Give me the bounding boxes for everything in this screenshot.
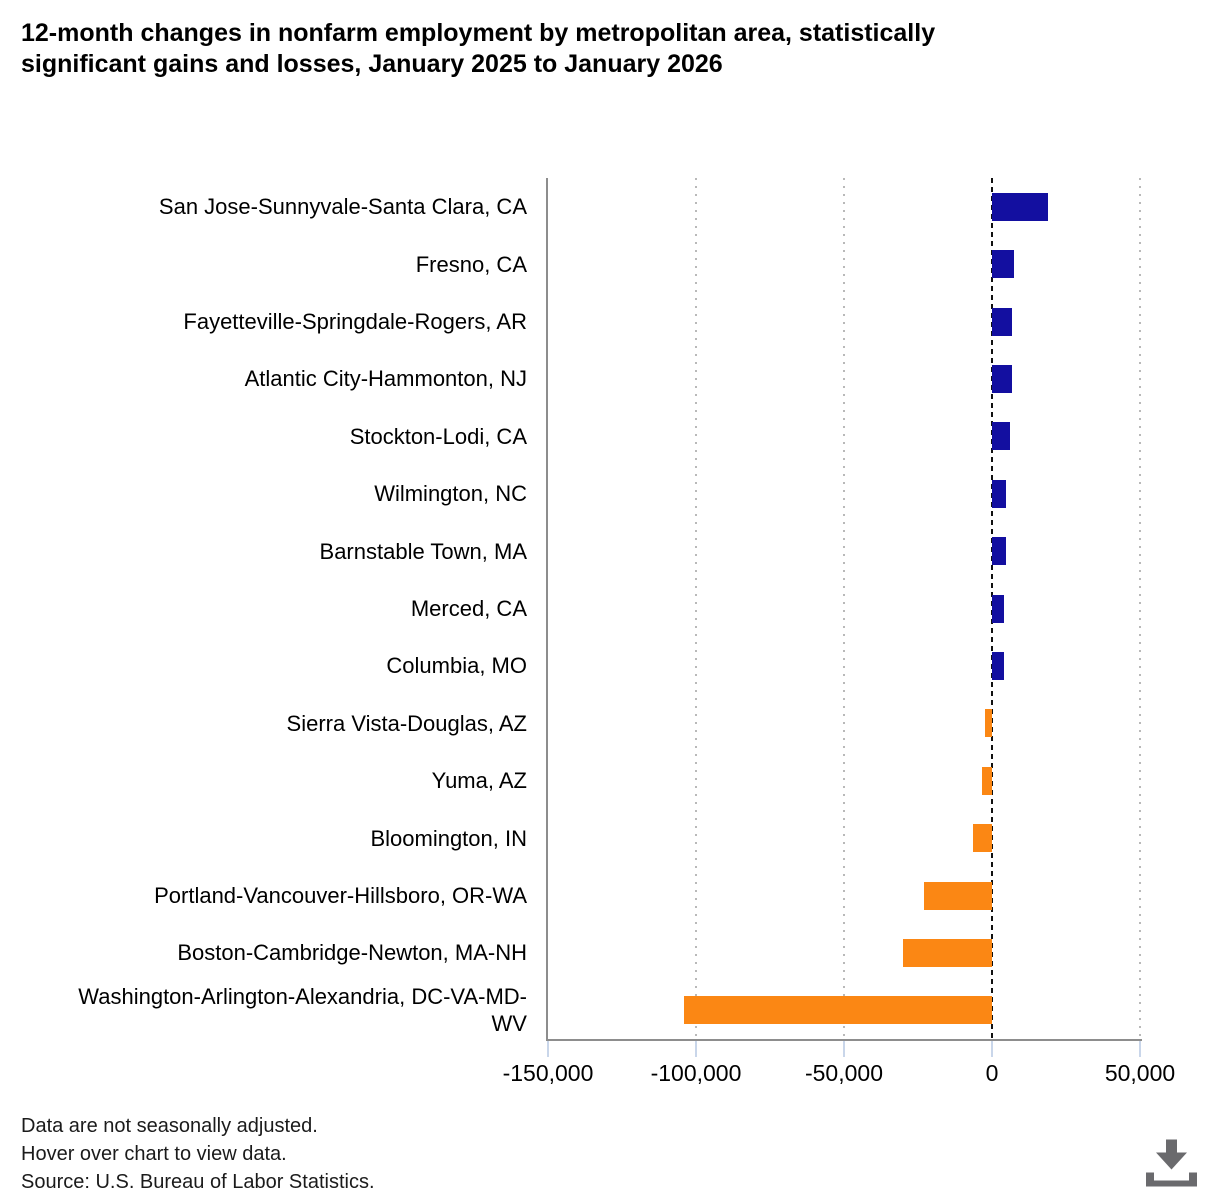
chart-title: 12-month changes in nonfarm employment b…: [21, 18, 1141, 80]
download-icon: [1146, 1139, 1197, 1187]
category-label-fayetteville-springdale-rogers-ar: Fayetteville-Springdale-Rogers, AR: [183, 308, 527, 334]
footnote-hover-hint: Hover over chart to view data.: [21, 1143, 287, 1165]
category-label-fresno-ca: Fresno, CA: [415, 251, 527, 277]
category-label-barnstable-town-ma: Barnstable Town, MA: [319, 538, 527, 564]
x-tick-0: [991, 1041, 993, 1057]
category-label-merced-ca: Merced, CA: [410, 595, 527, 621]
category-label-stockton-lodi-ca: Stockton-Lodi, CA: [349, 423, 527, 449]
category-label-atlantic-city-hammonton-nj: Atlantic City-Hammonton, NJ: [244, 366, 527, 392]
x-axis-line: [546, 1039, 1142, 1041]
category-label-portland-vancouver-hillsboro-or-wa: Portland-Vancouver-Hillsboro, OR-WA: [154, 882, 527, 908]
x-tick-label--100000: -100,000: [650, 1060, 742, 1086]
category-label-bloomington-in: Bloomington, IN: [370, 825, 527, 851]
bar-fresno-ca[interactable]: [992, 250, 1015, 279]
chart-footnotes: Data are not seasonally adjusted. Hover …: [21, 1112, 375, 1196]
category-label-yuma-az: Yuma, AZ: [431, 768, 527, 794]
bar-stockton-lodi-ca[interactable]: [992, 422, 1011, 451]
bar-barnstable-town-ma[interactable]: [992, 537, 1006, 566]
category-label-washington-arlington-alexandria-dc-va-md-wv: Washington-Arlington-Alexandria, DC-VA-M…: [78, 984, 527, 1037]
x-tick-50000: [1139, 1041, 1141, 1057]
category-label-san-jose-sunnyvale-santa-clara-ca: San Jose-Sunnyvale-Santa Clara, CA: [158, 194, 527, 220]
chart-title-line1: 12-month changes in nonfarm employment b…: [21, 19, 936, 47]
bar-yuma-az[interactable]: [981, 766, 992, 795]
bar-portland-vancouver-hillsboro-or-wa[interactable]: [923, 881, 992, 910]
bar-boston-cambridge-newton-ma-nh[interactable]: [903, 938, 992, 967]
x-tick-label--50000: -50,000: [804, 1060, 883, 1086]
bar-sierra-vista-douglas-az[interactable]: [985, 709, 992, 738]
bar-columbia-mo[interactable]: [992, 651, 1004, 680]
x-tick--50000: [843, 1041, 845, 1057]
x-tick-label-0: 0: [985, 1060, 999, 1086]
bar-chart: San Jose-Sunnyvale-Santa Clara, CA Fresno…: [78, 178, 1175, 1101]
x-tick--100000: [695, 1041, 697, 1057]
category-label-sierra-vista-douglas-az: Sierra Vista-Douglas, AZ: [286, 710, 527, 736]
plot-area[interactable]: [548, 178, 1141, 1039]
category-label-columbia-mo: Columbia, MO: [386, 653, 527, 679]
x-tick-label--150000: -150,000: [502, 1060, 594, 1086]
download-button[interactable]: [1146, 1136, 1200, 1190]
bar-wilmington-nc[interactable]: [992, 479, 1006, 508]
bar-atlantic-city-hammonton-nj[interactable]: [992, 364, 1013, 393]
y-axis-line: [546, 178, 548, 1041]
footnote-seasonal-adjustment: Data are not seasonally adjusted.: [21, 1115, 318, 1137]
chart-title-line2: significant gains and losses, January 20…: [21, 50, 723, 78]
gridline--50000: [843, 178, 845, 1039]
bar-fayetteville-springdale-rogers-ar[interactable]: [992, 307, 1013, 336]
category-label-boston-cambridge-newton-ma-nh: Boston-Cambridge-Newton, MA-NH: [177, 940, 527, 966]
x-tick--150000: [547, 1041, 549, 1057]
bar-merced-ca[interactable]: [992, 594, 1005, 623]
x-axis: -150,000 -100,000 -50,000 0 50,000: [503, 1041, 1175, 1101]
gridline-50000: [1139, 178, 1141, 1039]
x-tick-label-50000: 50,000: [1104, 1060, 1176, 1086]
bar-bloomington-in[interactable]: [972, 824, 992, 853]
gridline--100000: [695, 178, 697, 1039]
footnote-source: Source: U.S. Bureau of Labor Statistics.: [21, 1171, 375, 1193]
category-label-wilmington-nc: Wilmington, NC: [374, 481, 527, 507]
bar-washington-arlington-alexandria-dc-va-md-wv[interactable]: [684, 996, 992, 1025]
bar-san-jose-sunnyvale-santa-clara-ca[interactable]: [992, 192, 1049, 221]
